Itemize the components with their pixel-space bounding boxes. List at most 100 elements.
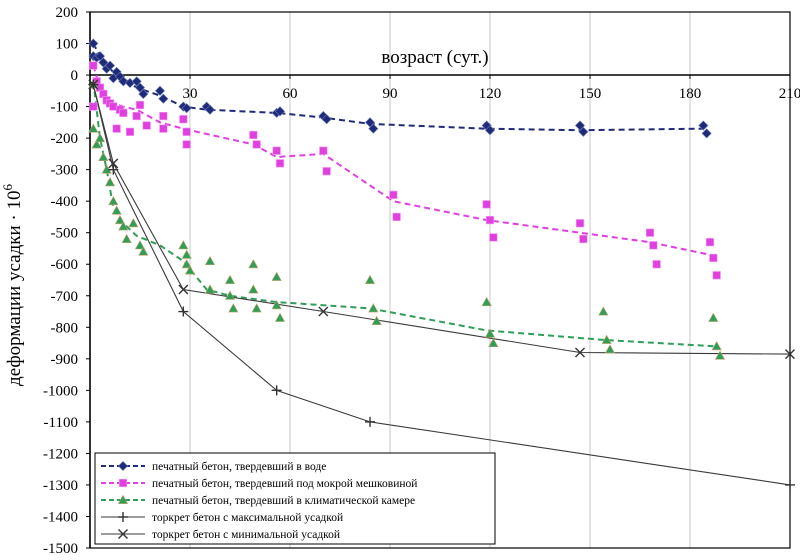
data-point-series-1 (368, 123, 379, 134)
legend-marker-5 (118, 529, 128, 539)
data-point-series-3 (88, 123, 99, 133)
data-point-series-3 (274, 312, 286, 322)
data-point-series-1 (321, 114, 332, 125)
x-tick-label: 180 (679, 86, 702, 102)
y-tick-label: -1300 (43, 478, 78, 494)
data-point-series-2 (179, 115, 188, 124)
data-point-series-2 (125, 127, 135, 136)
data-point-series-1 (158, 93, 169, 104)
x-axis-title: возраст (сут.) (381, 47, 488, 68)
legend-label-1: печатный бетон, твердевший в воде (152, 461, 326, 473)
data-point-series-3 (111, 205, 122, 215)
data-point-series-1 (698, 120, 709, 131)
data-point-series-1 (364, 117, 376, 128)
legend-marker-4 (118, 512, 128, 522)
y-tick-label: -500 (51, 226, 79, 242)
data-point-series-3 (248, 259, 259, 269)
data-point-series-1 (118, 76, 129, 87)
y-tick-label: -600 (51, 257, 79, 273)
y-tick-label: -1200 (43, 446, 78, 462)
data-point-series-2 (649, 241, 658, 250)
y-tick-label: -700 (51, 289, 79, 305)
data-point-series-3 (204, 284, 216, 294)
data-point-series-2 (485, 215, 495, 225)
data-point-series-2 (135, 100, 145, 110)
legend-label-2: печатный бетон, твердевший под мокрой ме… (152, 478, 417, 490)
data-point-series-3 (114, 214, 126, 225)
y-tick-label: -1400 (43, 509, 78, 525)
legend-marker-1 (117, 460, 129, 472)
data-point-series-3 (481, 296, 492, 307)
x-tick-label: 30 (183, 86, 198, 102)
y-tick-label: -1500 (43, 541, 78, 557)
data-point-series-3 (488, 337, 499, 348)
y-tick-label: -200 (51, 131, 79, 147)
y-tick-label: -100 (51, 100, 79, 116)
data-point-series-2 (322, 167, 331, 176)
data-point-series-3 (708, 312, 719, 322)
data-point-series-1 (98, 57, 109, 68)
data-point-series-3 (138, 246, 149, 256)
data-point-series-2 (272, 146, 281, 155)
data-point-series-3 (184, 265, 196, 275)
data-point-series-5 (88, 79, 99, 90)
data-point-series-1 (134, 82, 146, 93)
data-point-series-2 (159, 111, 168, 121)
data-point-series-2 (392, 212, 401, 222)
data-point-series-3 (104, 177, 116, 187)
data-point-series-4 (108, 164, 119, 175)
legend-label-3: печатный бетон, твердевший в климатическ… (152, 495, 415, 507)
data-point-series-2 (482, 200, 491, 209)
data-point-series-2 (119, 108, 128, 117)
data-point-series-3 (94, 132, 106, 143)
y-tick-label: -300 (51, 163, 79, 179)
data-point-series-4 (365, 416, 375, 427)
plot-frame (86, 11, 791, 549)
data-point-series-2 (645, 228, 655, 237)
data-point-series-1 (94, 51, 106, 62)
legend-marker-3 (117, 494, 129, 504)
data-point-series-3 (224, 290, 236, 300)
data-point-series-2 (89, 61, 98, 70)
data-point-series-2 (712, 271, 721, 280)
data-point-series-3 (368, 303, 379, 313)
data-point-series-1 (154, 85, 166, 96)
data-point-series-3 (118, 221, 129, 231)
legend-label-5: торкрет бетон с минимальной усадкой (152, 529, 340, 541)
data-point-series-1 (204, 104, 216, 115)
data-point-series-2 (579, 234, 588, 244)
y-tick-label: -900 (51, 352, 79, 368)
data-point-series-2 (112, 124, 121, 133)
data-point-series-3 (204, 255, 216, 266)
data-point-series-3 (251, 303, 262, 313)
data-point-series-1 (701, 128, 712, 139)
y-tick-label: -1100 (44, 415, 78, 431)
data-point-series-3 (128, 218, 139, 228)
data-point-series-3 (178, 240, 189, 250)
legend-label-4: торкрет бетон с максимальной усадкой (152, 512, 343, 524)
data-point-series-2 (389, 190, 398, 199)
data-point-series-1 (274, 106, 286, 117)
data-point-series-2 (489, 233, 498, 242)
series-line-5 (92, 84, 791, 355)
data-point-series-3 (181, 259, 192, 269)
x-tick-label: 60 (283, 86, 298, 102)
data-point-series-1 (484, 125, 496, 136)
data-point-series-2 (142, 121, 151, 130)
x-tick-label: 120 (479, 86, 502, 102)
data-point-series-2 (652, 260, 661, 269)
data-point-series-2 (182, 127, 191, 136)
data-point-series-3 (271, 300, 282, 310)
data-point-series-3 (601, 334, 612, 344)
y-tick-label: 100 (56, 37, 79, 53)
x-axis-tick-labels: 30 60 90 120 150 180 210 (183, 86, 800, 102)
series-markers (88, 38, 795, 490)
legend-box (94, 452, 496, 545)
data-point-series-4 (785, 479, 795, 490)
data-point-series-3 (98, 151, 109, 162)
data-point-series-3 (714, 350, 726, 360)
data-point-series-2 (252, 140, 261, 149)
data-point-series-3 (604, 344, 616, 354)
series-lines (92, 43, 791, 486)
